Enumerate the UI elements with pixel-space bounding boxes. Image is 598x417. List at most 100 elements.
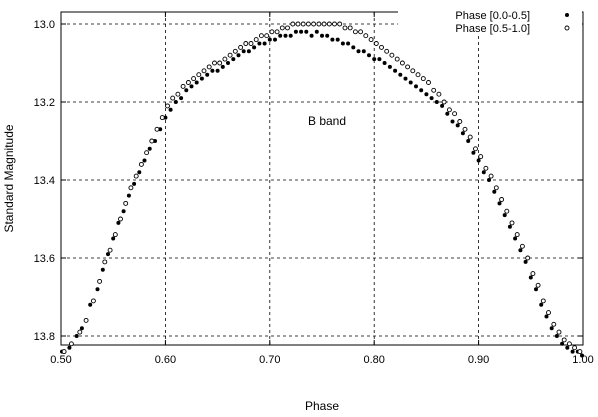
data-point-filled — [450, 119, 455, 124]
data-point-open — [279, 25, 285, 31]
data-point-open — [185, 80, 191, 85]
data-point-open — [504, 208, 510, 214]
data-point-open — [222, 56, 228, 62]
data-point-open — [389, 52, 395, 58]
data-point-filled — [126, 193, 131, 198]
data-point-filled — [539, 302, 544, 307]
data-point-filled — [100, 267, 105, 272]
data-point-filled — [95, 287, 100, 292]
data-point-filled — [340, 41, 345, 46]
data-point-open — [514, 232, 520, 238]
data-point-filled — [580, 353, 584, 358]
data-point-open — [347, 25, 353, 31]
data-point-open — [410, 68, 416, 74]
data-point-open — [358, 29, 364, 35]
data-point-open — [175, 91, 181, 97]
data-point-filled — [549, 326, 554, 331]
data-point-filled — [351, 45, 356, 50]
data-point-filled — [189, 84, 194, 89]
legend-background — [398, 7, 582, 35]
data-point-open — [118, 216, 123, 222]
data-point-open — [180, 83, 186, 89]
data-point-filled — [434, 100, 439, 104]
data-point-open — [530, 271, 536, 277]
data-point-filled — [429, 96, 434, 101]
data-point-open — [436, 91, 442, 97]
data-point-filled — [476, 158, 481, 163]
data-point-open — [332, 21, 337, 27]
data-point-open — [426, 80, 431, 85]
x-tick-label: 0.90 — [468, 354, 489, 366]
data-point-open — [133, 173, 139, 179]
data-point-open — [384, 48, 390, 54]
data-point-open — [352, 29, 358, 35]
data-point-filled — [507, 224, 512, 229]
data-point-open — [107, 247, 113, 253]
data-point-filled — [330, 37, 335, 42]
data-point-filled — [199, 76, 204, 81]
data-point-filled — [403, 76, 408, 81]
data-point-open — [77, 329, 83, 335]
data-point-open — [285, 25, 290, 31]
data-point-filled — [147, 146, 152, 151]
data-point-filled — [262, 41, 267, 46]
data-point-open — [154, 126, 160, 132]
band-annotation: B band — [308, 114, 346, 128]
data-point-filled — [367, 53, 371, 58]
data-point-open — [305, 21, 311, 27]
data-point-filled — [79, 326, 84, 331]
data-point-open — [499, 197, 505, 202]
data-point-filled — [309, 33, 314, 38]
points-layer — [60, 21, 584, 358]
tick-layer: 0.50 0.60 0.70 0.80 0.90 1.00 13.0 13.2 13.4 13.6… — [34, 12, 594, 366]
data-point-open — [493, 185, 499, 191]
data-point-open — [191, 76, 197, 82]
data-point-filled — [210, 68, 215, 73]
data-point-open — [452, 111, 458, 117]
data-point-open — [201, 68, 207, 74]
data-point-filled — [554, 334, 559, 338]
data-point-filled — [220, 64, 225, 69]
data-point-open — [258, 33, 264, 39]
data-point-open — [212, 60, 217, 66]
data-point-open — [415, 72, 421, 78]
data-point-open — [467, 134, 473, 140]
data-point-open — [196, 72, 202, 78]
data-point-open — [572, 345, 578, 351]
data-point-filled — [257, 41, 262, 46]
data-point-open — [165, 103, 170, 109]
data-point-open — [431, 87, 437, 93]
data-point-filled — [179, 96, 184, 101]
data-point-filled — [513, 236, 518, 241]
data-point-filled — [544, 314, 549, 319]
data-point-filled — [419, 88, 424, 93]
data-point-open — [144, 150, 150, 156]
data-point-open — [123, 200, 129, 206]
data-point-open — [227, 52, 233, 58]
data-point-filled — [74, 334, 79, 338]
data-point-filled — [288, 33, 293, 38]
data-point-filled — [534, 287, 538, 292]
data-point-open — [577, 349, 583, 355]
data-point-filled — [283, 33, 288, 38]
data-point-open — [473, 146, 478, 152]
data-point-filled — [320, 33, 324, 38]
data-point-filled — [466, 139, 471, 143]
y-tick-label: 13.0 — [34, 19, 55, 31]
data-point-filled — [168, 107, 173, 112]
data-point-open — [128, 185, 134, 191]
data-point-filled — [278, 33, 283, 38]
data-point-filled — [372, 57, 377, 62]
legend-marker-filled — [565, 13, 569, 17]
data-point-open — [248, 41, 254, 46]
data-point-filled — [267, 37, 272, 42]
y-tick-label: 13.2 — [34, 97, 55, 109]
data-point-filled — [293, 29, 298, 34]
data-point-filled — [314, 29, 319, 34]
data-point-filled — [471, 150, 476, 155]
data-point-filled — [481, 170, 486, 175]
data-point-open — [232, 48, 238, 54]
data-point-filled — [205, 72, 210, 77]
data-point-open — [90, 298, 96, 304]
